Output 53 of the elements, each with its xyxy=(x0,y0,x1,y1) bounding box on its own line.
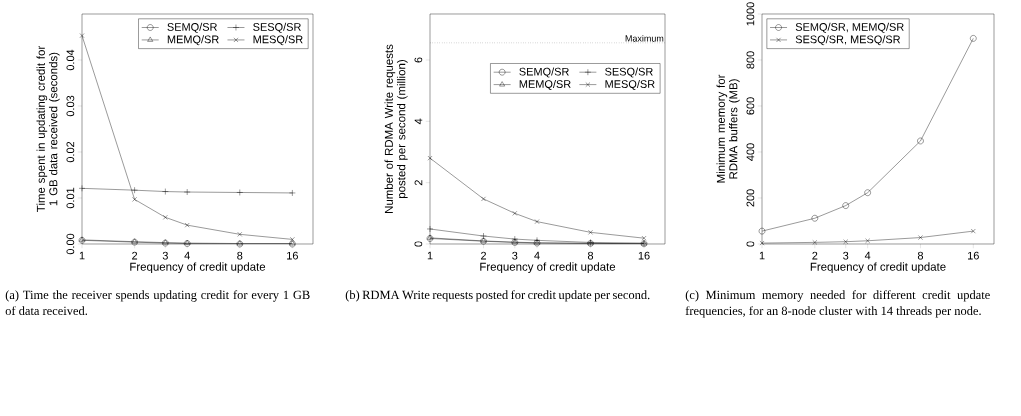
y-axis-title: Minimum memory for RDMA buffers (MB) xyxy=(716,74,740,183)
text: (a) Time the receiver spends updating credit for every 1 GB of data received. xyxy=(5,290,310,316)
x-tick-label: 8 xyxy=(917,251,924,260)
y-tick-label: 6 xyxy=(414,57,423,63)
legend-label: SEMQ/SR xyxy=(519,67,569,78)
y-tick-label: 0.01 xyxy=(66,187,75,209)
y-tick-label: 0 xyxy=(414,241,423,247)
y-tick-label: 0.04 xyxy=(66,49,75,71)
y-tick-label: 0.00 xyxy=(66,233,75,255)
x-tick-label: 2 xyxy=(812,251,818,260)
x-tick-label: 3 xyxy=(843,251,849,260)
legend-label: MEMQ/SR xyxy=(519,79,571,90)
legend-label: MESQ/SR xyxy=(253,35,303,46)
legend-label: MESQ/SR xyxy=(605,79,655,90)
y-axis-title: Time spent in updating credit for 1 GB data received (seconds) xyxy=(36,46,60,212)
x-tick-label: 4 xyxy=(864,251,871,260)
x-tick-label: 8 xyxy=(237,251,243,260)
x-tick-label: 3 xyxy=(512,251,518,260)
legend-label: SESQ/SR, MESQ/SR xyxy=(795,35,901,46)
y-tick-label: 1000 xyxy=(746,2,755,26)
x-tick-label: 4 xyxy=(184,251,190,260)
legend-label: MEMQ/SR xyxy=(167,35,219,46)
legend-label: SESQ/SR xyxy=(253,22,301,33)
y-tick-label: 2 xyxy=(414,180,423,186)
y-tick-label: 200 xyxy=(746,189,755,207)
x-axis-title: Frequency of credit update xyxy=(810,262,946,274)
legend-label: SEMQ/SR xyxy=(167,22,217,33)
y-tick-label: 0 xyxy=(746,241,755,247)
y-tick-label: 4 xyxy=(414,118,423,125)
y-tick-label: 600 xyxy=(746,97,755,115)
x-tick-label: 4 xyxy=(534,251,540,260)
x-tick-label: 8 xyxy=(587,251,594,260)
y-tick-label: 400 xyxy=(746,143,755,161)
y-axis-title: Number of RDMA Write requests posted per second (million) xyxy=(384,44,408,213)
x-tick-label: 2 xyxy=(481,251,486,260)
x-tick-label: 2 xyxy=(132,251,138,260)
y-tick-label: 0.03 xyxy=(66,95,75,117)
legend-label: SEMQ/SR, MEMQ/SR xyxy=(795,22,904,33)
ref-line-label: Maximum xyxy=(625,35,664,42)
x-tick-label: 1 xyxy=(79,251,85,260)
x-tick-label: 1 xyxy=(759,251,765,260)
x-tick-label: 16 xyxy=(968,251,979,260)
text: (c) Minimum memory needed for different credit update frequencies, for an 8-node cluster with 14 threads per node. xyxy=(685,290,990,318)
x-tick-label: 1 xyxy=(427,251,433,260)
x-axis-title: Frequency of credit update xyxy=(130,262,266,274)
x-tick-label: 16 xyxy=(287,251,298,260)
legend-label: SESQ/SR xyxy=(605,67,653,78)
y-tick-label: 0.02 xyxy=(66,141,75,163)
x-tick-label: 16 xyxy=(638,251,650,260)
y-tick-label: 800 xyxy=(746,51,755,69)
text: (b) RDMA Write requests posted for credit update per second. xyxy=(345,290,650,302)
x-axis-title: Frequency of credit update xyxy=(480,262,616,274)
x-tick-label: 3 xyxy=(162,251,168,260)
